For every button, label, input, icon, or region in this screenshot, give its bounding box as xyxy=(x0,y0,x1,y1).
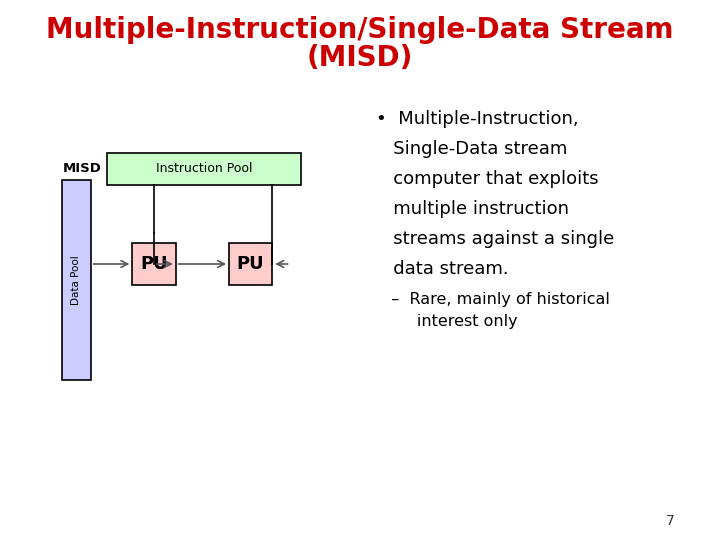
Text: 7: 7 xyxy=(666,514,675,528)
Bar xyxy=(229,243,272,285)
Text: PU: PU xyxy=(140,255,168,273)
Text: Data Pool: Data Pool xyxy=(71,255,81,305)
Text: Single-Data stream: Single-Data stream xyxy=(377,140,567,158)
Text: multiple instruction: multiple instruction xyxy=(377,200,570,218)
Text: Instruction Pool: Instruction Pool xyxy=(156,163,253,176)
Text: PU: PU xyxy=(237,255,264,273)
Text: MISD: MISD xyxy=(63,163,102,176)
Bar xyxy=(107,153,301,185)
Text: Multiple-Instruction/Single-Data Stream: Multiple-Instruction/Single-Data Stream xyxy=(46,16,674,44)
Text: computer that exploits: computer that exploits xyxy=(377,170,599,188)
Text: –  Rare, mainly of historical: – Rare, mainly of historical xyxy=(381,292,610,307)
Bar xyxy=(62,180,91,380)
Text: (MISD): (MISD) xyxy=(307,44,413,72)
Text: •  Multiple-Instruction,: • Multiple-Instruction, xyxy=(377,110,579,128)
Text: streams against a single: streams against a single xyxy=(377,230,614,248)
Bar xyxy=(132,243,176,285)
Text: interest only: interest only xyxy=(381,314,518,329)
Text: data stream.: data stream. xyxy=(377,260,509,278)
